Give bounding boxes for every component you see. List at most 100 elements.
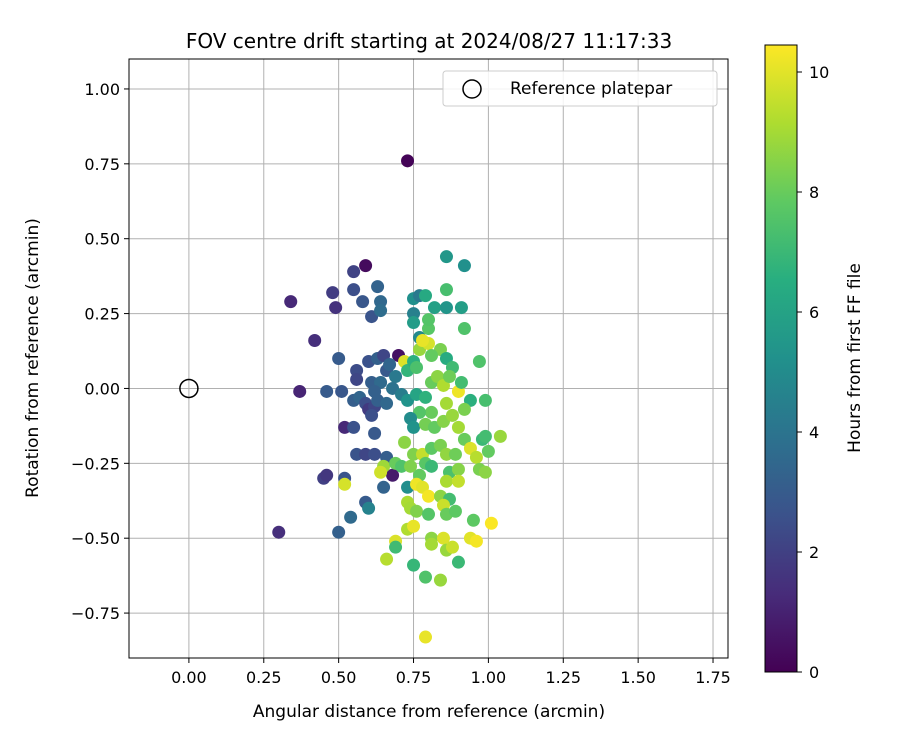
- colorbar-tick-label: 6: [809, 303, 819, 322]
- scatter-point: [407, 447, 421, 461]
- scatter-point: [478, 465, 492, 479]
- scatter-point: [457, 322, 471, 336]
- scatter-point: [383, 357, 397, 371]
- scatter-point: [368, 447, 382, 461]
- scatter-point: [407, 307, 421, 321]
- colorbar-ticks: 0 2 4 6 8 10: [797, 63, 829, 682]
- y-tick-label: 1.00: [84, 80, 120, 99]
- scatter-point: [350, 363, 364, 377]
- scatter-point: [478, 393, 492, 407]
- scatter-point: [472, 354, 486, 368]
- scatter-point: [386, 468, 400, 482]
- y-tick-label: −0.50: [71, 529, 120, 548]
- x-tick-label: 0.75: [396, 668, 432, 687]
- legend-marker-icon: [462, 79, 482, 99]
- scatter-point: [320, 468, 334, 482]
- colorbar-gradient: [764, 44, 798, 673]
- scatter-point: [410, 360, 424, 374]
- scatter-point: [404, 459, 418, 473]
- scatter-point: [407, 558, 421, 572]
- scatter-point: [344, 510, 358, 524]
- scatter-point: [410, 504, 424, 518]
- x-tick-label: 1.00: [471, 668, 507, 687]
- x-tick-label: 0.25: [246, 668, 282, 687]
- scatter-point: [466, 513, 480, 527]
- data-points: [272, 154, 507, 644]
- chart-title: FOV centre drift starting at 2024/08/27 …: [186, 29, 672, 53]
- y-tick-label: 0.50: [84, 230, 120, 249]
- y-tick-label: 0.75: [84, 155, 120, 174]
- scatter-point: [451, 555, 465, 569]
- scatter-point: [448, 504, 462, 518]
- scatter-point: [347, 265, 361, 279]
- x-tick-label: 0.50: [321, 668, 357, 687]
- scatter-point: [424, 459, 438, 473]
- scatter-point: [445, 408, 459, 422]
- scatter-point: [380, 552, 394, 566]
- scatter-point: [493, 429, 507, 443]
- scatter-point: [433, 573, 447, 587]
- scatter-point: [398, 435, 412, 449]
- scatter-point: [457, 259, 471, 273]
- scatter-point: [380, 396, 394, 410]
- colorbar-tick-label: 2: [809, 543, 819, 562]
- scatter-point: [439, 301, 453, 315]
- scatter-point: [469, 450, 483, 464]
- scatter-point: [445, 540, 459, 554]
- scatter-point: [320, 384, 334, 398]
- scatter-point: [272, 525, 286, 539]
- scatter-point: [416, 334, 430, 348]
- scatter-point: [478, 429, 492, 443]
- scatter-point: [407, 420, 421, 434]
- scatter-point: [356, 295, 370, 309]
- scatter-point: [427, 301, 441, 315]
- scatter-point: [481, 444, 495, 458]
- y-tick-label: 0.25: [84, 305, 120, 324]
- scatter-point: [419, 289, 433, 303]
- scatter-point: [469, 534, 483, 548]
- scatter-point: [439, 283, 453, 297]
- scatter-point: [368, 426, 382, 440]
- scatter-point: [451, 420, 465, 434]
- scatter-point: [332, 525, 346, 539]
- scatter-point: [407, 316, 421, 330]
- x-axis-label: Angular distance from reference (arcmin): [253, 702, 605, 722]
- scatter-point: [374, 465, 388, 479]
- scatter-point: [422, 322, 435, 336]
- scatter-point: [419, 390, 433, 404]
- scatter-point: [454, 301, 468, 315]
- colorbar: 0 2 4 6 8 10 Hours from first FF file: [764, 44, 865, 682]
- scatter-point: [424, 537, 438, 551]
- scatter-point: [457, 402, 471, 416]
- x-tick-label: 1.25: [545, 668, 581, 687]
- scatter-point: [422, 489, 435, 503]
- x-axis-ticks: 0.00 0.25 0.50 0.75 1.00 1.25 1.50 1.75: [171, 658, 731, 687]
- scatter-point: [374, 295, 388, 309]
- colorbar-tick-label: 0: [809, 663, 819, 682]
- scatter-point: [332, 352, 346, 365]
- scatter-point: [362, 501, 376, 515]
- colorbar-tick-label: 10: [809, 63, 829, 82]
- y-tick-label: −0.25: [71, 454, 120, 473]
- scatter-point: [329, 301, 343, 315]
- plot-frame: [128, 58, 729, 659]
- scatter-point: [442, 369, 456, 383]
- legend: Reference platepar: [442, 70, 718, 107]
- scatter-point: [422, 507, 435, 521]
- legend-entry-label: Reference platepar: [510, 79, 672, 99]
- scatter-point: [338, 477, 352, 491]
- scatter-point: [308, 334, 322, 348]
- x-tick-label: 1.50: [620, 668, 656, 687]
- scatter-point: [389, 369, 403, 383]
- scatter-point: [439, 396, 453, 410]
- x-tick-label: 1.75: [695, 668, 731, 687]
- scatter-point: [347, 283, 361, 297]
- scatter-point: [424, 405, 438, 419]
- scatter-point: [389, 540, 403, 554]
- scatter-point: [454, 375, 468, 389]
- y-axis-label: Rotation from reference (arcmin): [23, 218, 43, 498]
- scatter-point: [439, 250, 453, 264]
- y-tick-label: −0.75: [71, 604, 120, 623]
- scatter-point: [439, 447, 453, 461]
